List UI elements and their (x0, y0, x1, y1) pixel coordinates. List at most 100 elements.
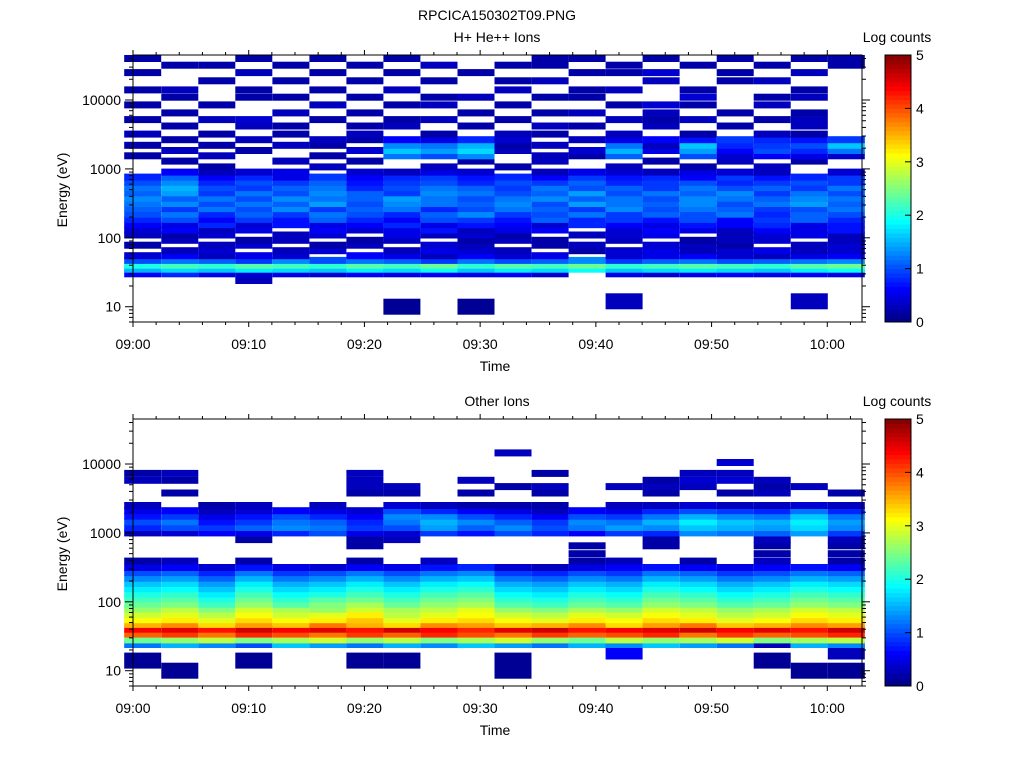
colorbar-swatch (885, 508, 911, 513)
heatmap-cell (346, 489, 384, 497)
heatmap-cell (309, 247, 347, 255)
heatmap-cell (827, 507, 865, 515)
heatmap-cell (494, 116, 532, 124)
heatmap-cell (383, 524, 421, 531)
heatmap-cell (827, 605, 865, 613)
heatmap-cell (346, 200, 384, 207)
heatmap-cell (383, 173, 421, 181)
heatmap-cell (494, 256, 532, 264)
heatmap-cell (642, 611, 680, 619)
heatmap-cell (716, 636, 754, 644)
heatmap-cell (457, 109, 495, 117)
heatmap-cell (420, 77, 458, 85)
heatmap-cell (568, 585, 606, 593)
heatmap-cell (309, 630, 347, 638)
colorbar-swatch (885, 623, 911, 629)
heatmap-cell (383, 55, 421, 62)
heatmap-cell (346, 178, 384, 186)
heatmap-cell (235, 605, 273, 613)
heatmap-cell (753, 152, 791, 160)
heatmap-cell (605, 221, 643, 229)
x-tick-label: 09:50 (694, 700, 729, 716)
heatmap-cell (827, 236, 865, 244)
heatmap-cell (272, 215, 310, 223)
heatmap-cell (161, 247, 199, 255)
heatmap-cell (198, 189, 236, 197)
heatmap-cell (790, 147, 828, 154)
heatmap-cell (531, 574, 569, 582)
heatmap-cell (309, 625, 347, 633)
heatmap-cell (531, 605, 569, 613)
heatmap-cell (457, 569, 495, 577)
y-axis-label: Energy (eV) (54, 153, 70, 228)
heatmap-cell (605, 265, 643, 273)
heatmap-cell (827, 600, 865, 608)
heatmap-cell (790, 590, 828, 598)
heatmap-cell (531, 590, 569, 598)
heatmap-cell (272, 579, 310, 587)
heatmap-cell (827, 215, 865, 223)
colorbar-swatch (885, 241, 911, 247)
heatmap-cell (272, 130, 310, 138)
heatmap-cell (346, 261, 384, 269)
colorbar-swatch (885, 59, 911, 65)
heatmap-cell (716, 579, 754, 587)
heatmap-cell (383, 620, 421, 628)
colorbar-swatch (885, 534, 911, 540)
heatmap-cell (272, 616, 310, 624)
heatmap-cell (642, 178, 680, 186)
heatmap-cell (642, 625, 680, 633)
heatmap-cell (346, 93, 384, 101)
heatmap-cell (309, 529, 347, 537)
heatmap-cell (716, 157, 754, 165)
heatmap-cell (272, 205, 310, 213)
heatmap-cell (790, 205, 828, 213)
x-tick-label: 09:40 (578, 700, 613, 716)
heatmap-cell (642, 529, 680, 537)
heatmap-cell (272, 574, 310, 582)
heatmap-cell (272, 61, 310, 69)
heatmap-cell (161, 630, 199, 638)
heatmap-cell (716, 152, 754, 160)
heatmap-cell (235, 630, 273, 638)
heatmap-cell (642, 194, 680, 202)
heatmap-cell (679, 200, 717, 207)
heatmap-cell (494, 625, 532, 633)
heatmap-cell (346, 136, 384, 144)
colorbar-swatch (885, 215, 911, 221)
heatmap-cell (383, 136, 421, 144)
heatmap-cell (383, 625, 421, 633)
heatmap-cell (420, 625, 458, 633)
heatmap-cell (124, 600, 162, 608)
heatmap-cell (716, 605, 754, 613)
colorbar-swatch (885, 237, 911, 243)
heatmap-cell (309, 605, 347, 613)
heatmap-cell (753, 652, 791, 669)
heatmap-cell (494, 178, 532, 186)
heatmap-cell (494, 200, 532, 207)
colorbar-swatch (885, 90, 911, 96)
heatmap-cell (679, 215, 717, 223)
heatmap-cell (642, 512, 680, 520)
heatmap-cell (679, 585, 717, 593)
heatmap-cell (531, 507, 569, 515)
heatmap-cell (309, 210, 347, 218)
heatmap-cell (679, 252, 717, 260)
heatmap-cell (605, 261, 643, 269)
heatmap-cell (198, 261, 236, 269)
heatmap-cell (235, 69, 273, 77)
heatmap-cell (161, 231, 199, 239)
heatmap-cell (605, 236, 643, 244)
heatmap-cell (346, 109, 384, 117)
heatmap-cell (642, 600, 680, 608)
heatmap-cell (494, 236, 532, 244)
heatmap-cell (827, 184, 865, 192)
heatmap-cell (642, 569, 680, 577)
heatmap-cell (568, 524, 606, 531)
heatmap-cell (198, 200, 236, 207)
heatmap-cell (346, 636, 384, 644)
heatmap-cell (309, 136, 347, 144)
heatmap-cell (420, 231, 458, 239)
heatmap-cell (457, 210, 495, 218)
heatmap-cell (346, 483, 384, 491)
